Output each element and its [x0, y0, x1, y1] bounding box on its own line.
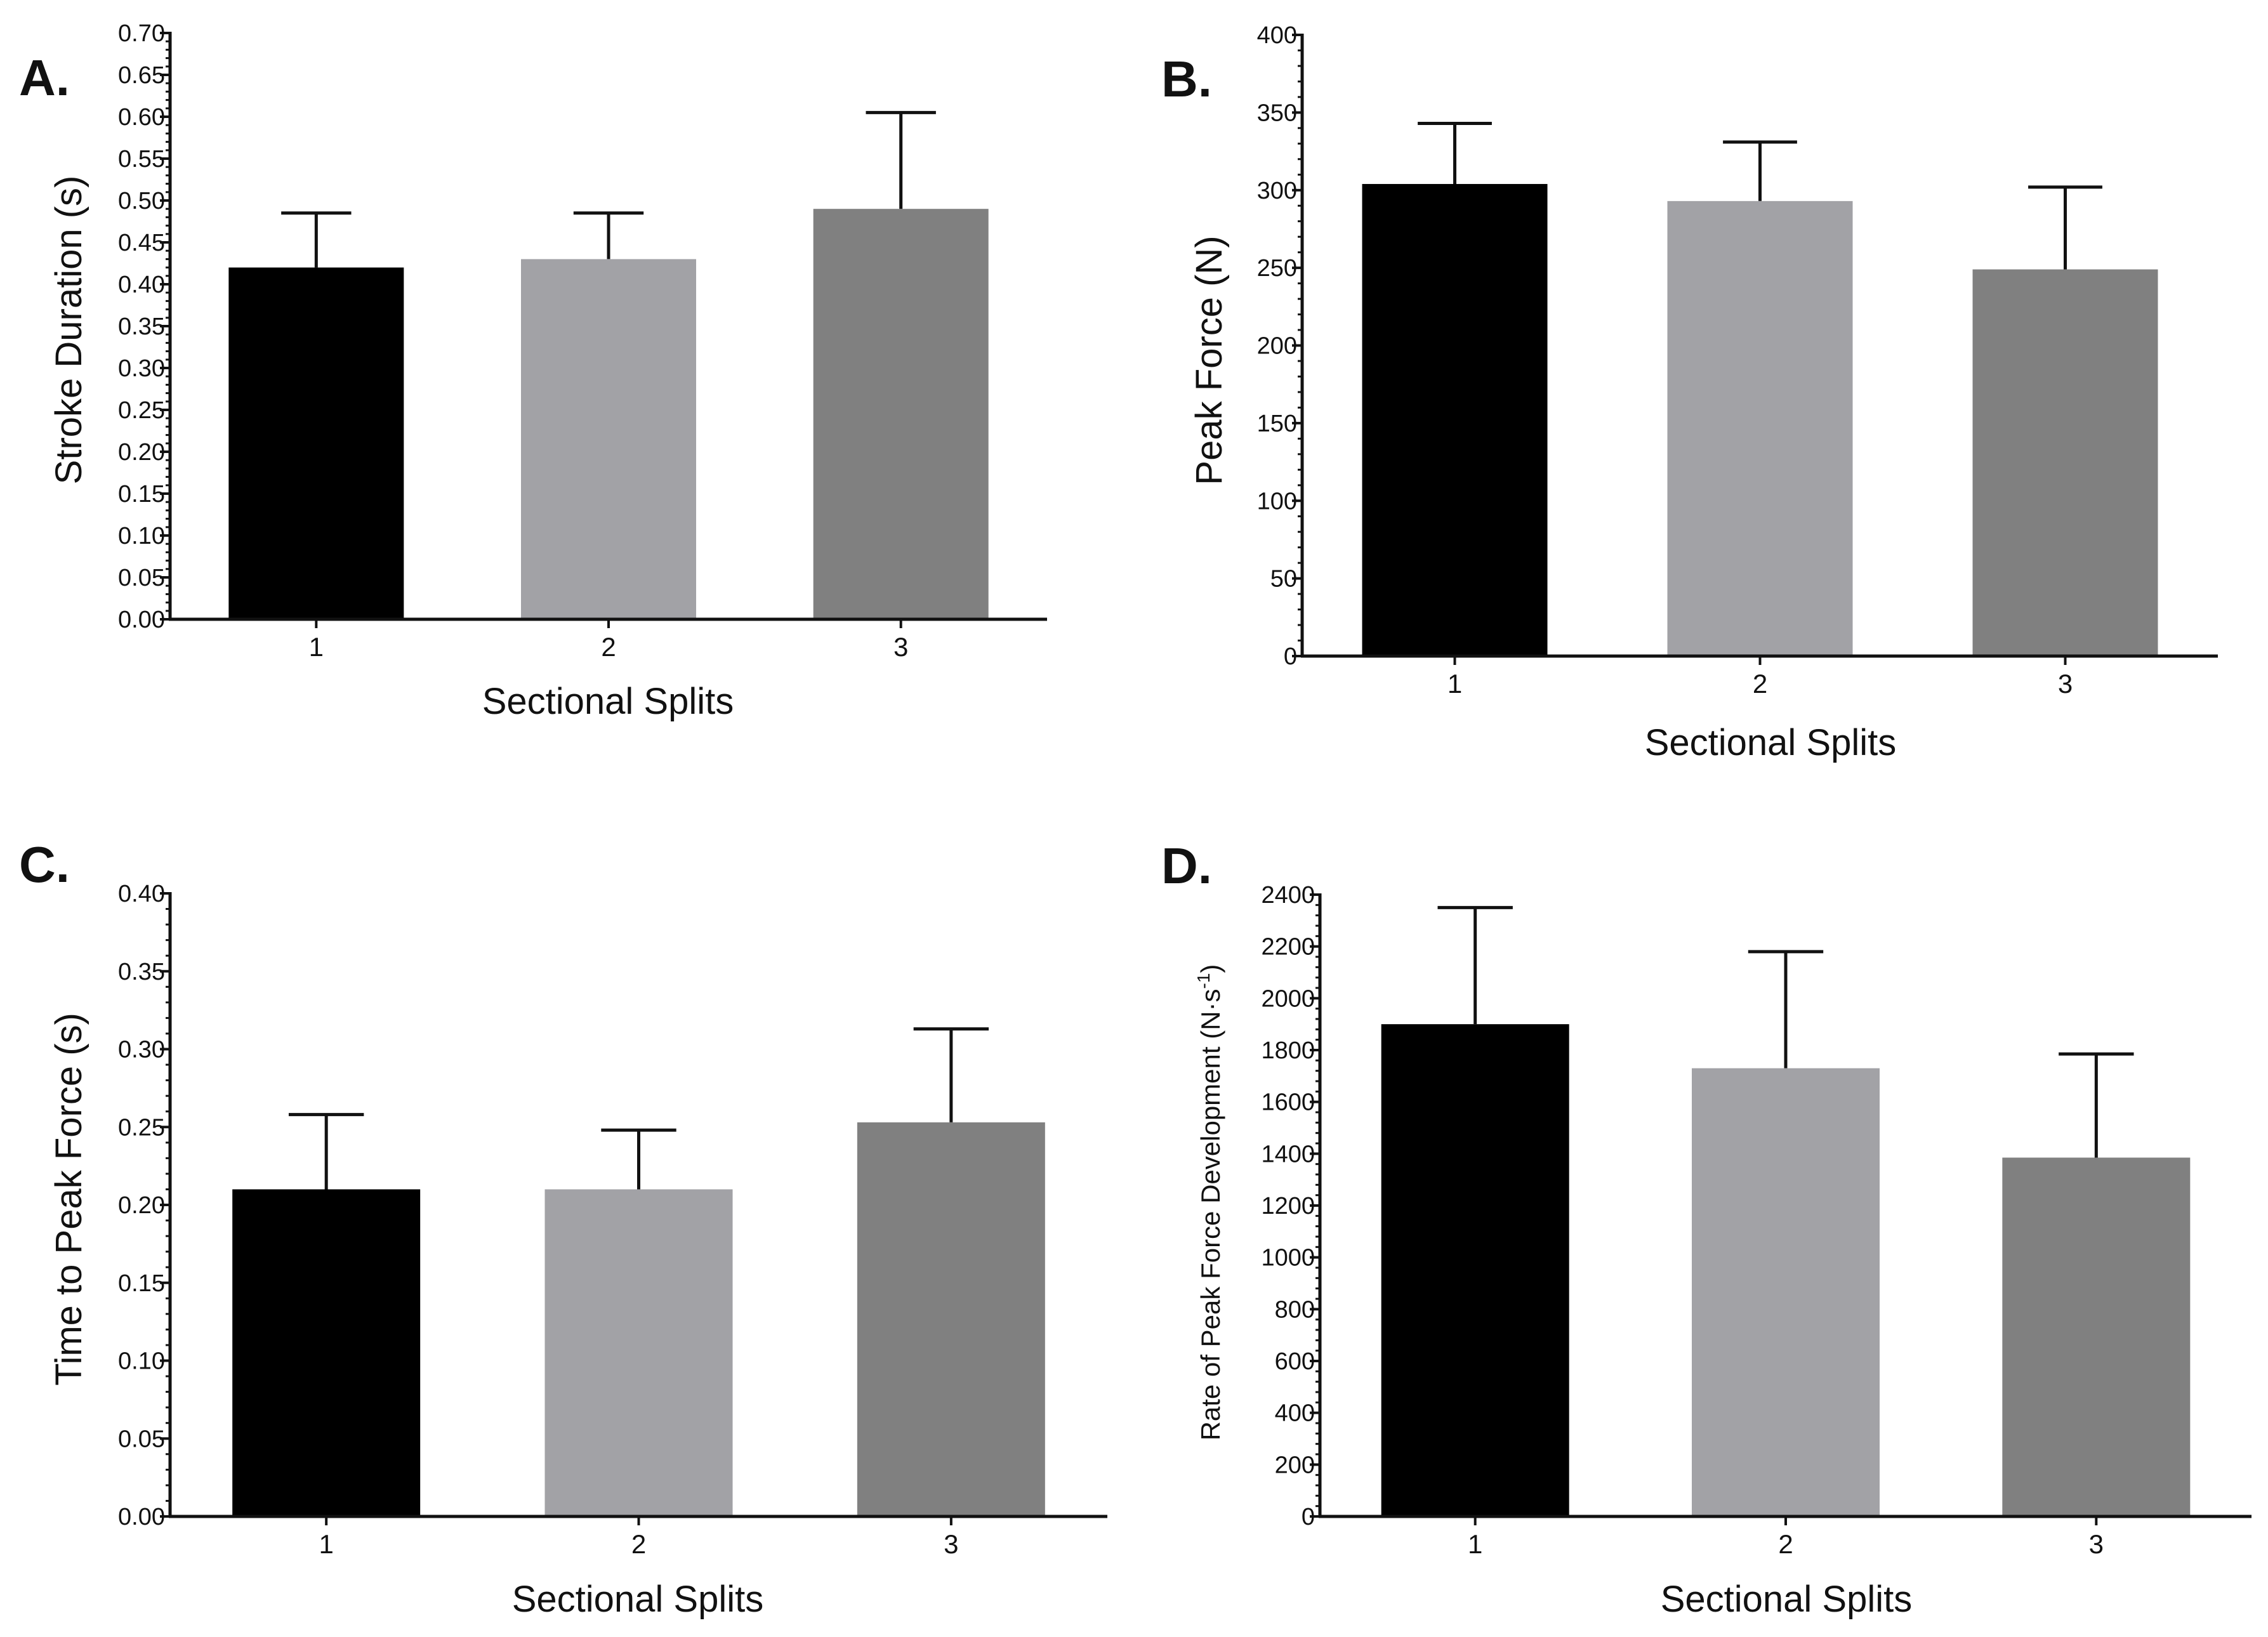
- y-tick-label: 0.45: [118, 230, 165, 256]
- chart-marks: 1 2 3 0 50 100 150 200 250 300 350 400: [1257, 22, 2218, 699]
- y-axis-title-suffix: ): [1196, 964, 1225, 973]
- panel-letter: B.: [1161, 51, 1212, 107]
- y-tick-label: 0.05: [118, 565, 165, 591]
- chart-marks: 1 2 3 0.00 0.05 0.10 0.15 0.20 0.25 0.30 0.35 0.40 0…: [118, 20, 1047, 662]
- y-tick-label: 0.15: [118, 1270, 165, 1297]
- y-tick-label: 0.05: [118, 1426, 165, 1452]
- y-tick-label: 50: [1270, 566, 1297, 593]
- x-axis-title: Sectional Splits: [512, 1579, 764, 1620]
- y-tick-label: 0: [1284, 643, 1297, 670]
- y-tick-label: 400: [1275, 1400, 1315, 1427]
- y-tick-label: 0.60: [118, 104, 165, 131]
- y-tick-label: 0.65: [118, 62, 165, 89]
- y-tick-label: 1200: [1261, 1193, 1315, 1220]
- chart-marks: 1 2 3 0 200 400 600 800 1000 1200 1400 1600 1800 2000…: [1261, 882, 2252, 1559]
- bar-split-3: [813, 209, 989, 619]
- bar-split-2: [544, 1189, 733, 1516]
- bar-split-3: [857, 1122, 1045, 1516]
- x-tick-label: 3: [944, 1529, 958, 1559]
- bar-split-3: [1972, 269, 2158, 656]
- x-tick-label: 2: [631, 1529, 646, 1559]
- y-tick-label: 350: [1257, 100, 1297, 126]
- y-tick-label: 400: [1257, 22, 1297, 49]
- y-tick-label: 0.40: [118, 881, 165, 907]
- bar-split-1: [1362, 183, 1548, 657]
- y-tick-label: 200: [1257, 333, 1297, 360]
- bar-split-1: [228, 267, 404, 620]
- y-tick-label: 150: [1257, 411, 1297, 437]
- x-tick-label: 1: [1447, 669, 1462, 699]
- y-axis-title-main: Rate of Peak Force Development (N·s: [1196, 989, 1225, 1440]
- y-tick-label: 1400: [1261, 1141, 1315, 1167]
- y-tick-label: 2400: [1261, 882, 1315, 909]
- x-tick-label: 2: [601, 632, 616, 662]
- x-axis-title: Sectional Splits: [1645, 722, 1897, 763]
- y-tick-label: 0.20: [118, 1192, 165, 1219]
- y-tick-label: 0.35: [118, 959, 165, 985]
- x-axis-title: Sectional Splits: [482, 681, 734, 722]
- y-axis-title: Rate of Peak Force Development (N·s-1): [1194, 964, 1225, 1441]
- bar-split-1: [232, 1189, 421, 1516]
- bar-split-2: [1667, 201, 1853, 656]
- y-tick-label: 0.00: [118, 607, 165, 633]
- y-tick-label: 100: [1257, 488, 1297, 515]
- y-tick-label: 0.10: [118, 523, 165, 549]
- panel-c-time-to-peak-force-chart: C. Time to Peak Force (s) Sectional Spli…: [19, 836, 1107, 1620]
- y-tick-label: 800: [1275, 1296, 1315, 1323]
- bar-split-2: [521, 259, 696, 619]
- panel-letter: A.: [19, 49, 70, 106]
- y-tick-label: 0.10: [118, 1348, 165, 1375]
- x-tick-label: 2: [1753, 669, 1767, 699]
- x-axis-title: Sectional Splits: [1661, 1579, 1913, 1620]
- x-tick-label: 3: [2058, 669, 2073, 699]
- y-tick-label: 0: [1302, 1504, 1315, 1530]
- y-tick-label: 0.40: [118, 272, 165, 298]
- panel-d-rate-of-peak-force-chart: D. Rate of Peak Force Development (N·s-1…: [1161, 838, 2252, 1620]
- panel-letter: C.: [19, 836, 70, 893]
- y-tick-label: 250: [1257, 255, 1297, 282]
- y-tick-label: 600: [1275, 1348, 1315, 1375]
- y-tick-label: 0.20: [118, 439, 165, 466]
- y-tick-label: 0.55: [118, 146, 165, 173]
- panel-b-peak-force-chart: B. Peak Force (N) Sectional Splits 1 2 3 0 5…: [1161, 22, 2218, 763]
- y-tick-label: 1000: [1261, 1245, 1315, 1272]
- x-tick-label: 1: [309, 632, 324, 662]
- y-tick-label: 0.70: [118, 20, 165, 47]
- x-tick-label: 1: [319, 1529, 333, 1559]
- y-tick-label: 0.30: [118, 1037, 165, 1063]
- panel-letter: D.: [1161, 838, 1212, 894]
- y-tick-label: 200: [1275, 1452, 1315, 1478]
- y-axis-title: Peak Force (N): [1189, 235, 1230, 485]
- y-tick-label: 0.30: [118, 355, 165, 382]
- y-axis-title: Time to Peak Force (s): [48, 1013, 89, 1386]
- chart-marks: 1 2 3 0.00 0.05 0.10 0.15 0.20 0.25 0.30 0.35 0.40: [118, 881, 1107, 1559]
- bar-split-2: [1692, 1068, 1880, 1516]
- y-tick-label: 1600: [1261, 1089, 1315, 1116]
- x-tick-label: 3: [2089, 1529, 2104, 1559]
- y-tick-label: 0.15: [118, 481, 165, 508]
- y-tick-label: 0.35: [118, 313, 165, 340]
- y-tick-label: 0.25: [118, 397, 165, 424]
- y-tick-label: 0.00: [118, 1504, 165, 1530]
- x-tick-label: 1: [1468, 1529, 1482, 1559]
- y-tick-label: 0.25: [118, 1114, 165, 1141]
- x-tick-label: 2: [1778, 1529, 1793, 1559]
- y-tick-label: 0.50: [118, 188, 165, 214]
- y-tick-label: 1800: [1261, 1037, 1315, 1064]
- y-axis-title-superscript: -1: [1194, 973, 1213, 989]
- y-tick-label: 2000: [1261, 985, 1315, 1012]
- y-tick-label: 300: [1257, 178, 1297, 204]
- y-tick-label: 2200: [1261, 934, 1315, 961]
- bar-split-3: [2002, 1157, 2191, 1516]
- y-axis-title: Stroke Duration (s): [48, 176, 89, 485]
- x-tick-label: 3: [893, 632, 908, 662]
- bar-split-1: [1381, 1024, 1569, 1516]
- panel-a-stroke-duration-chart: A. Stroke Duration (s) Sectional Splits …: [19, 20, 1047, 722]
